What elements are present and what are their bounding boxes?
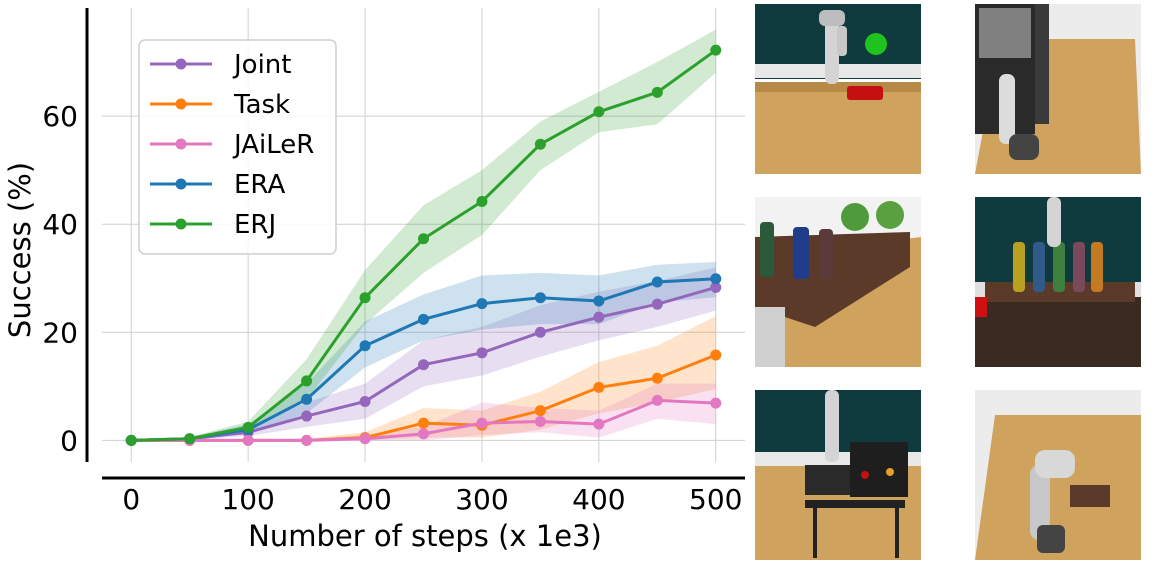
jailer-point (593, 418, 605, 430)
task-point (710, 349, 722, 361)
legend: Joint Task JAiLeR ERA ERJ (138, 39, 337, 255)
jailer-confidence-band (131, 383, 716, 441)
joint-confidence-band (131, 267, 716, 441)
joint-point (301, 410, 313, 422)
open-oven-scene-image (975, 4, 1141, 174)
bottle-shelf-scene-image (755, 197, 921, 367)
x-tick-label: 300 (455, 483, 508, 516)
erj-point (418, 233, 429, 245)
joint-point (359, 395, 371, 407)
erj-point (125, 434, 137, 446)
era-point (301, 393, 313, 405)
legend-box (138, 39, 337, 255)
task-point (593, 381, 605, 393)
pick-bottle-scene-image (975, 197, 1141, 367)
jailer-point (242, 434, 254, 446)
tick-labels: 0 100 200 300 400 500 0 20 40 60 (42, 100, 742, 516)
era-point (534, 292, 546, 304)
joint-point (710, 281, 722, 293)
y-tick-label: 40 (42, 208, 78, 241)
y-tick-label: 60 (42, 100, 78, 133)
jailer-point (710, 397, 722, 409)
erj-point (301, 375, 313, 387)
era-point (418, 313, 429, 325)
erj-point (651, 86, 663, 98)
erj-point (242, 421, 254, 433)
put-in-shelf-scene-image (975, 390, 1141, 560)
jailer-point (534, 415, 546, 427)
joint-point (476, 347, 488, 359)
y-axis-label: Success (%) (3, 162, 37, 338)
jailer-legend-marker (175, 138, 187, 150)
jailer-point (651, 394, 663, 406)
joint-legend-label: Joint (232, 50, 291, 80)
era-point (710, 273, 722, 285)
x-tick-label: 200 (338, 483, 391, 516)
jailer-point (359, 433, 371, 445)
era-confidence-band (131, 262, 716, 441)
jailer-point (476, 417, 488, 429)
era-point (651, 276, 663, 288)
erj-legend-marker (175, 218, 187, 230)
erj-point (534, 138, 546, 150)
x-tick-label: 400 (572, 483, 625, 516)
era-point (593, 295, 605, 307)
task-legend-marker (175, 98, 187, 110)
task-legend-label: Task (233, 90, 290, 120)
joint-point (593, 311, 605, 323)
success-chart: 0 100 200 300 400 500 0 20 40 60 Number of steps … (3, 8, 745, 553)
series-points (125, 44, 722, 446)
task-point (534, 405, 546, 417)
reach-target-scene-image (755, 4, 921, 174)
erj-legend-label: ERJ (234, 210, 276, 240)
task-point (418, 417, 429, 429)
joint-point (651, 298, 663, 310)
joint-legend-marker (175, 58, 187, 70)
erj-point (593, 106, 605, 118)
grill-scene-image (755, 390, 921, 560)
y-tick-label: 20 (42, 316, 78, 349)
erj-point (184, 433, 196, 445)
erj-point (476, 195, 488, 207)
jailer-point (418, 428, 429, 440)
y-tick-label: 0 (60, 424, 78, 457)
x-tick-label: 100 (221, 483, 274, 516)
axes (85, 8, 745, 480)
era-legend-marker (175, 178, 187, 190)
erj-point (710, 44, 722, 56)
joint-point (534, 326, 546, 338)
era-point (476, 298, 488, 310)
x-axis-label: Number of steps (x 1e3) (248, 519, 602, 553)
jailer-legend-label: JAiLeR (232, 130, 314, 160)
x-tick-label: 500 (689, 483, 742, 516)
jailer-point (301, 434, 313, 446)
task-confidence-band (131, 316, 716, 441)
task-point (651, 372, 663, 384)
x-tick-label: 0 (122, 483, 140, 516)
erj-point (359, 292, 371, 304)
era-point (359, 340, 371, 352)
joint-point (418, 359, 429, 371)
era-legend-label: ERA (234, 170, 285, 200)
